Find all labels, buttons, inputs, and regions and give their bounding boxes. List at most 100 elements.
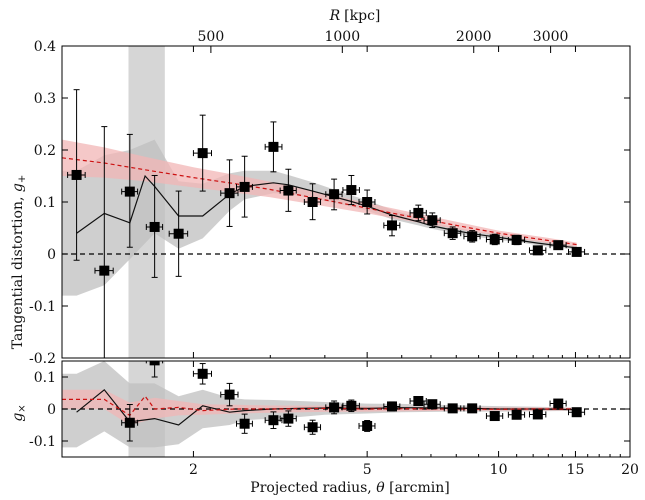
- upper-data-point-14: [383, 215, 401, 237]
- lower-data-point-0: [121, 404, 139, 442]
- lower-data-point-18: [528, 409, 547, 420]
- lower-data-point-13: [423, 399, 441, 410]
- lower-data-point-20: [568, 407, 586, 418]
- square-marker: [571, 407, 582, 418]
- upper-data-point-15: [409, 204, 427, 222]
- square-marker: [386, 401, 397, 412]
- square-marker: [149, 221, 160, 232]
- square-marker: [329, 189, 340, 200]
- svg-text:R[kpc]: R [kpc]: [329, 8, 381, 24]
- upper-data-point-11: [325, 178, 343, 211]
- x-axis-label-unit: [arcmin]: [385, 480, 450, 496]
- upper-plot-area: [62, 46, 630, 358]
- lower-y-axis-label: g×: [10, 404, 28, 421]
- lower-data-point-9: [342, 399, 360, 413]
- upper-data-point-10: [303, 183, 322, 221]
- top-axis-tick-label: 1000: [324, 29, 360, 45]
- upper-data-point-19: [485, 233, 504, 246]
- lower-data-point-16: [485, 411, 504, 422]
- top-axis-tick-label: 3000: [533, 29, 569, 45]
- upper-data-point-8: [264, 121, 283, 173]
- upper-data-point-5: [192, 114, 212, 192]
- lower-data-point-14: [443, 403, 462, 414]
- upper-data-point-3: [145, 174, 164, 278]
- upper-y-axis-label-sub: +: [17, 175, 28, 183]
- square-marker: [283, 413, 294, 424]
- square-marker: [197, 368, 208, 379]
- square-marker: [346, 400, 357, 411]
- square-marker: [71, 169, 82, 180]
- lower-y-tick-label: -0.1: [29, 434, 56, 450]
- upper-y-tick-label: 0.2: [34, 143, 56, 159]
- square-marker: [307, 422, 318, 433]
- lower-y-axis-label-symbol: g: [10, 413, 26, 422]
- lower-data-point-15: [463, 403, 481, 414]
- square-marker: [268, 141, 279, 152]
- upper-data-point-2: [121, 133, 139, 248]
- lower-data-point-3: [220, 382, 239, 407]
- lower-data-point-8: [325, 400, 343, 415]
- upper-data-point-6: [220, 159, 239, 227]
- x-tick-label: 20: [621, 462, 639, 478]
- square-marker: [283, 185, 294, 196]
- lower-data-point-1: [145, 361, 164, 378]
- lower-data-point-10: [358, 420, 376, 432]
- top-axis-tick-label: 2000: [456, 29, 492, 45]
- upper-data-point-9: [279, 168, 297, 212]
- lower-plot-area: [62, 361, 630, 457]
- top-axis-tick-label: 500: [198, 29, 225, 45]
- x-tick-label: 5: [363, 462, 372, 478]
- upper-y-tick-label: 0.4: [34, 39, 56, 55]
- lower-dashed-curve: [62, 395, 577, 417]
- upper-data-point-18: [463, 230, 481, 243]
- lower-dashed-band: [62, 389, 577, 425]
- upper-y-tick-label: -0.2: [29, 351, 56, 367]
- lower-panel: 0.1 0 -0.1: [29, 360, 631, 458]
- square-marker: [571, 246, 582, 257]
- lower-data-point-19: [549, 398, 567, 409]
- x-axis-label-symbol: θ: [376, 480, 385, 496]
- square-marker: [124, 417, 135, 428]
- square-marker: [346, 185, 357, 196]
- lower-data-point-17: [507, 409, 526, 420]
- lower-y-axis-label-sub: ×: [17, 404, 28, 412]
- square-marker: [532, 245, 543, 256]
- upper-y-tick-label: 0: [47, 247, 56, 263]
- square-marker: [362, 197, 373, 207]
- square-marker: [489, 411, 500, 422]
- x-tick-label: 10: [490, 462, 508, 478]
- upper-data-point-17: [443, 226, 462, 240]
- square-marker: [124, 186, 135, 197]
- square-marker: [427, 399, 438, 410]
- x-tick-label: 2: [189, 462, 198, 478]
- lower-data-point-6: [279, 410, 297, 427]
- square-marker: [149, 361, 160, 366]
- upper-data-point-13: [358, 189, 376, 215]
- upper-data-point-12: [342, 174, 360, 206]
- upper-data-point-4: [168, 190, 189, 277]
- square-marker: [197, 148, 208, 159]
- lower-data-point-2: [192, 363, 212, 385]
- square-marker: [224, 389, 235, 400]
- square-marker: [99, 265, 110, 276]
- upper-y-tick-label: -0.1: [29, 299, 56, 315]
- square-marker: [362, 420, 373, 431]
- lower-data-point-4: [235, 413, 253, 434]
- upper-data-point-23: [568, 246, 586, 257]
- square-marker: [173, 228, 184, 239]
- square-marker: [553, 398, 564, 409]
- top-axis-label-unit: [kpc]: [344, 8, 380, 24]
- square-marker: [467, 403, 478, 414]
- lower-data-point-7: [303, 419, 322, 435]
- upper-data-point-22: [549, 240, 567, 251]
- square-marker: [329, 402, 340, 413]
- lower-data-point-11: [383, 401, 401, 412]
- upper-y-axis-label: Tangential distortion, g+: [10, 175, 28, 349]
- upper-y-axis-label-symbol: g: [10, 183, 26, 192]
- square-marker: [224, 188, 235, 199]
- square-marker: [511, 409, 522, 420]
- square-marker: [413, 396, 424, 406]
- upper-data-point-1: [94, 126, 114, 358]
- x-axis-label: Projected radius, θ [arcmin]: [250, 480, 449, 496]
